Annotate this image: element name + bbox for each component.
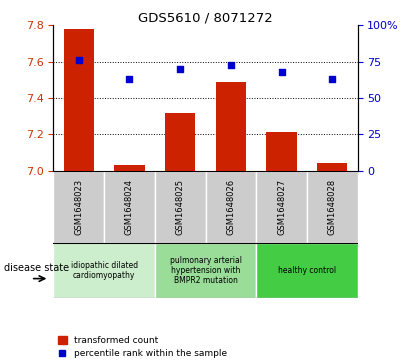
Bar — [53, 171, 104, 243]
Legend: transformed count, percentile rank within the sample: transformed count, percentile rank withi… — [58, 336, 227, 359]
Point — [329, 76, 335, 82]
Point — [278, 69, 285, 75]
Text: GSM1648025: GSM1648025 — [175, 179, 185, 235]
Bar — [256, 171, 307, 243]
Text: GSM1648027: GSM1648027 — [277, 179, 286, 235]
Text: healthy control: healthy control — [278, 266, 336, 275]
Bar — [155, 243, 256, 298]
Text: GSM1648026: GSM1648026 — [226, 179, 236, 235]
Bar — [317, 163, 347, 171]
Point — [126, 76, 133, 82]
Point — [228, 62, 234, 68]
Bar — [256, 243, 358, 298]
Text: GSM1648024: GSM1648024 — [125, 179, 134, 235]
Bar — [104, 171, 155, 243]
Text: idiopathic dilated
cardiomyopathy: idiopathic dilated cardiomyopathy — [71, 261, 138, 280]
Text: pulmonary arterial
hypertension with
BMPR2 mutation: pulmonary arterial hypertension with BMP… — [169, 256, 242, 285]
Bar — [307, 171, 358, 243]
Bar — [216, 82, 246, 171]
Bar — [114, 165, 145, 171]
Bar — [266, 132, 297, 171]
Bar — [53, 243, 155, 298]
Point — [177, 66, 183, 72]
Bar — [64, 29, 94, 171]
Bar — [206, 171, 256, 243]
Text: disease state: disease state — [4, 263, 69, 273]
Text: GSM1648028: GSM1648028 — [328, 179, 337, 235]
Bar — [165, 113, 195, 171]
Point — [76, 57, 82, 63]
Title: GDS5610 / 8071272: GDS5610 / 8071272 — [138, 11, 273, 24]
Bar — [155, 171, 206, 243]
Text: GSM1648023: GSM1648023 — [74, 179, 83, 235]
